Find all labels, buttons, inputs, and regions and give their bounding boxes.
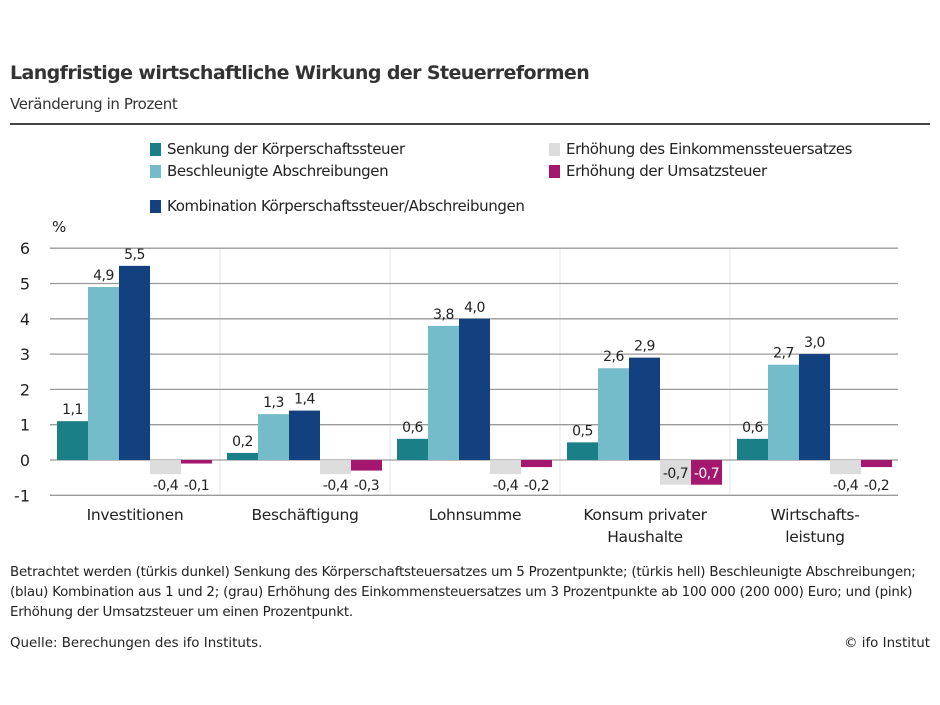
data-label: 2,6	[603, 349, 624, 365]
data-label: -0,1	[184, 478, 209, 494]
chart-title: Langfristige wirtschaftliche Wirkung der…	[10, 62, 590, 84]
legend-swatch	[549, 142, 560, 156]
title-divider	[10, 123, 930, 125]
legend-label: Beschleunigte Abschreibungen	[167, 162, 389, 180]
bar	[119, 265, 150, 460]
y-tick-label: -1	[14, 486, 30, 505]
data-label: 2,9	[634, 339, 655, 355]
data-label: -0,7	[694, 466, 719, 482]
y-tick-label: 3	[20, 345, 30, 364]
legend-label: Erhöhung des Einkommenssteuersatzes	[566, 140, 853, 158]
data-label: -0,4	[493, 478, 519, 494]
data-label: 0,5	[572, 423, 593, 439]
legend-label: Erhöhung der Umsatzsteuer	[566, 162, 767, 180]
bar	[428, 325, 459, 460]
legend-label: Kombination Körperschaftssteuer/Abschrei…	[167, 197, 525, 215]
y-tick-label: 4	[20, 310, 30, 329]
data-label: 4,0	[464, 300, 485, 316]
bar	[799, 354, 830, 460]
bar	[629, 357, 660, 460]
bar	[459, 318, 490, 460]
data-label: 3,8	[433, 307, 454, 323]
y-tick-label: 6	[20, 239, 30, 258]
bar	[598, 368, 629, 460]
bar	[181, 460, 212, 464]
bar-chart: % 6 5 4 3 2 1 0 -1 1,1 0,2 0,6 0,5 0,6 4,9 1,3 3,8 2,6 2,7…	[14, 218, 898, 546]
data-label: -0,7	[663, 466, 688, 482]
bar	[351, 460, 382, 471]
data-label: -0,4	[153, 478, 179, 494]
data-label: -0,2	[864, 478, 889, 494]
bar	[227, 452, 258, 460]
y-tick-label: 0	[20, 451, 30, 470]
bar	[150, 460, 181, 475]
chart-source: Quelle: Berechungen des ifo Instituts.	[10, 636, 263, 651]
data-label: 1,3	[263, 395, 284, 411]
data-label-bg	[691, 460, 722, 484]
data-label: 0,6	[742, 420, 763, 436]
bar	[660, 460, 691, 485]
legend-swatch	[150, 142, 161, 156]
data-label: 4,9	[93, 268, 114, 284]
bar	[567, 442, 598, 460]
data-label: 3,0	[804, 335, 825, 351]
legend-item-kombination: Kombination Körperschaftssteuer/Abschrei…	[150, 197, 525, 215]
bar	[258, 414, 289, 460]
y-tick-label: 1	[20, 416, 30, 435]
data-label: -0,4	[323, 478, 349, 494]
bar	[490, 460, 521, 475]
x-tick-label: Beschäftigung	[251, 506, 358, 524]
x-tick-label: Konsum privater	[583, 506, 707, 524]
legend-swatch	[150, 199, 161, 213]
data-label: 1,4	[294, 392, 315, 408]
bar	[397, 438, 428, 460]
y-axis-unit: %	[52, 218, 66, 236]
data-label: 5,5	[124, 247, 145, 263]
x-tick-label: Investitionen	[87, 506, 184, 524]
data-label: -0,4	[833, 478, 859, 494]
legend-item-umsatzsteuer: Erhöhung der Umsatzsteuer	[549, 162, 767, 180]
legend-swatch	[549, 164, 560, 178]
data-label: -0,2	[524, 478, 549, 494]
bar	[57, 421, 88, 460]
data-label: -0,3	[354, 478, 379, 494]
x-tick-label: Haushalte	[607, 528, 683, 546]
chart-subtitle: Veränderung in Prozent	[10, 95, 178, 113]
legend-item-senkung: Senkung der Körperschaftssteuer	[150, 140, 405, 158]
x-tick-label: Wirtschafts-	[771, 506, 860, 524]
bar	[88, 287, 119, 460]
bar	[830, 460, 861, 475]
legend-item-abschreibungen: Beschleunigte Abschreibungen	[150, 162, 389, 180]
data-label: 2,7	[773, 346, 794, 362]
y-tick-label: 5	[20, 275, 30, 294]
x-tick-label: Lohnsumme	[429, 506, 521, 524]
legend-label: Senkung der Körperschaftssteuer	[167, 140, 405, 158]
x-tick-label: leistung	[785, 528, 844, 546]
data-label: 1,1	[62, 402, 83, 418]
legend-item-einkommensteuer: Erhöhung des Einkommenssteuersatzes	[549, 140, 853, 158]
legend-swatch	[150, 164, 161, 178]
bar	[737, 438, 768, 460]
bar	[768, 364, 799, 460]
bar	[289, 410, 320, 460]
data-label: 0,2	[232, 434, 253, 450]
data-label: 0,6	[402, 420, 423, 436]
bar	[320, 460, 351, 475]
bar	[861, 460, 892, 468]
copyright: © ifo Institut	[844, 636, 930, 651]
bar	[521, 460, 552, 468]
y-tick-label: 2	[20, 380, 30, 399]
chart-note: Betrachtet werden (türkis dunkel) Senkun…	[10, 565, 916, 620]
